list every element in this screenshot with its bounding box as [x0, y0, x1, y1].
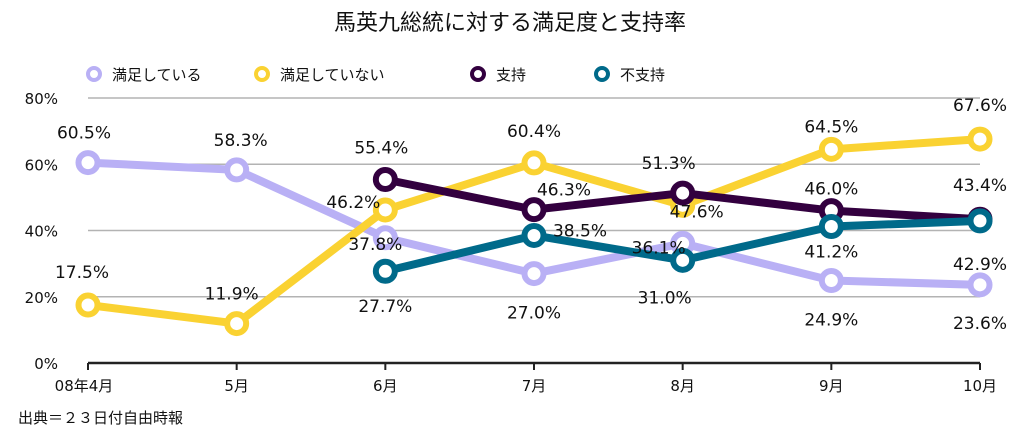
- data-point: [224, 311, 250, 337]
- x-tick-label: 6月: [373, 377, 398, 395]
- data-label: 55.4%: [354, 138, 408, 158]
- data-label: 46.0%: [804, 180, 858, 200]
- series: [372, 208, 993, 284]
- data-labels-layer: 60.5% 58.3% 37.8% 27.0% 36.1% 24.9% 23.6% 17.5%…: [55, 96, 1007, 334]
- data-label: 43.4%: [953, 176, 1007, 196]
- y-tick-label: 80%: [25, 90, 58, 108]
- data-label: 67.6%: [953, 96, 1007, 116]
- series-layer: [75, 126, 993, 337]
- series: [75, 150, 993, 298]
- data-label: 64.5%: [804, 117, 858, 137]
- data-label: 46.2%: [326, 193, 380, 213]
- data-label: 36.1%: [632, 238, 686, 258]
- legend-label: 不支持: [620, 66, 665, 84]
- data-point: [818, 268, 844, 294]
- x-axis: 08年4月 5月 6月 7月 8月 9月 10月: [55, 361, 997, 395]
- data-label: 42.9%: [953, 255, 1007, 275]
- legend: 満足している 満足していない 支持 不支持: [86, 66, 665, 84]
- data-label: 24.9%: [804, 311, 858, 331]
- source-note: 出典＝２３日付自由時報: [18, 409, 183, 427]
- data-point: [372, 197, 398, 223]
- data-point: [670, 180, 696, 206]
- data-point: [75, 292, 101, 318]
- data-point: [818, 214, 844, 240]
- data-label: 51.3%: [642, 154, 696, 174]
- data-label: 17.5%: [55, 263, 109, 283]
- y-tick-label: 0%: [34, 355, 58, 373]
- data-point: [967, 126, 993, 152]
- data-label: 47.6%: [670, 202, 724, 222]
- data-label: 11.9%: [205, 285, 259, 305]
- x-tick-label: 5月: [224, 377, 249, 395]
- legend-item: 支持: [470, 66, 526, 84]
- data-point: [372, 166, 398, 192]
- data-point: [521, 197, 547, 223]
- y-tick-label: 20%: [25, 289, 58, 307]
- data-label: 23.6%: [953, 314, 1007, 334]
- data-label: 37.8%: [348, 235, 402, 255]
- x-tick-label: 7月: [522, 377, 547, 395]
- legend-marker: [470, 66, 486, 82]
- data-point: [670, 247, 696, 273]
- data-point: [967, 208, 993, 234]
- data-label: 60.5%: [57, 124, 111, 144]
- legend-label: 満足していない: [280, 66, 385, 84]
- data-label: 60.4%: [507, 122, 561, 142]
- data-point: [224, 157, 250, 183]
- data-label: 41.2%: [804, 243, 858, 263]
- x-tick-label: 8月: [670, 377, 695, 395]
- data-point: [75, 150, 101, 176]
- y-tick-label: 60%: [25, 156, 58, 174]
- legend-marker: [254, 66, 270, 82]
- data-point: [967, 272, 993, 298]
- data-label: 38.5%: [553, 221, 607, 241]
- data-label: 27.0%: [507, 304, 561, 324]
- data-point: [521, 150, 547, 176]
- legend-marker: [86, 66, 102, 82]
- legend-item: 満足している: [86, 66, 202, 84]
- x-tick-label: 10月: [963, 377, 997, 395]
- y-tick-label: 40%: [25, 223, 58, 241]
- legend-label: 満足している: [112, 66, 202, 84]
- legend-label: 支持: [496, 66, 526, 84]
- chart-title: 馬英九総統に対する満足度と支持率: [334, 11, 686, 36]
- data-label: 46.3%: [537, 181, 591, 201]
- x-tick-label: 9月: [819, 377, 844, 395]
- data-point: [372, 258, 398, 284]
- data-point: [372, 225, 398, 251]
- legend-marker: [594, 66, 610, 82]
- data-label: 58.3%: [214, 131, 268, 151]
- data-point: [521, 261, 547, 287]
- x-tick-label: 08年4月: [55, 377, 114, 395]
- data-point: [818, 136, 844, 162]
- data-label: 27.7%: [358, 297, 412, 317]
- legend-item: 不支持: [594, 66, 665, 84]
- y-axis: 0% 20% 40% 60% 80%: [25, 90, 58, 373]
- legend-item: 満足していない: [254, 66, 385, 84]
- series: [75, 126, 993, 337]
- data-point: [521, 222, 547, 248]
- data-label: 31.0%: [638, 288, 692, 308]
